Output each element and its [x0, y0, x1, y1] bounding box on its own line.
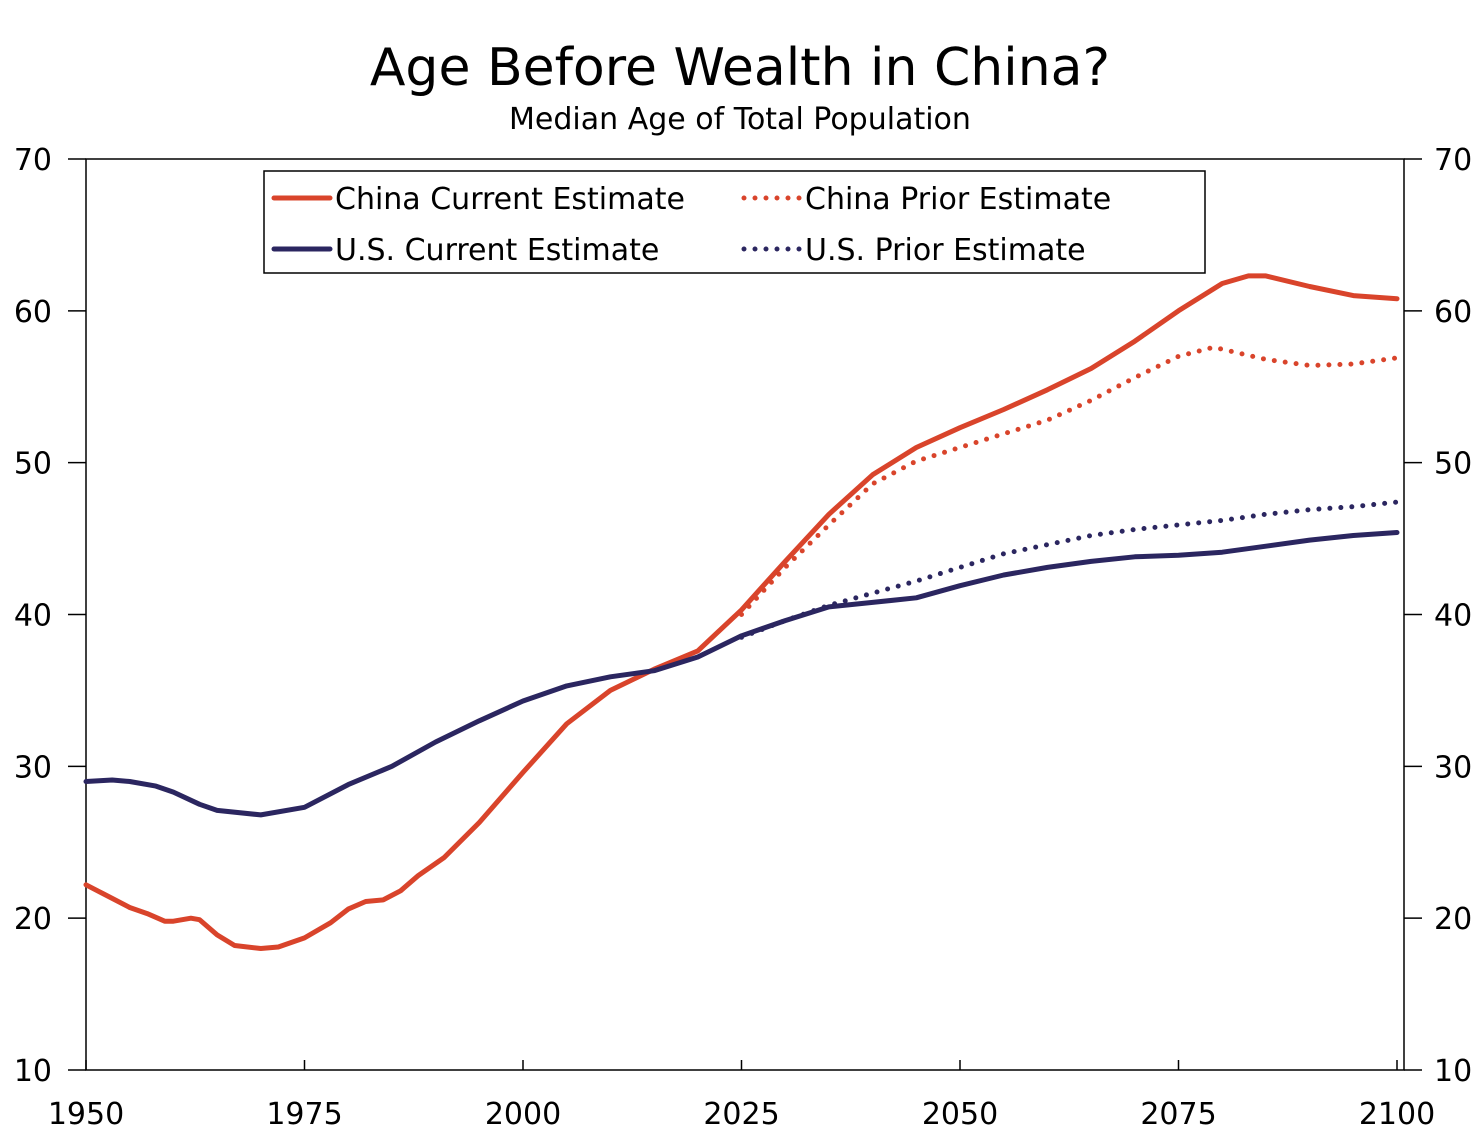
series-line-china-current-estimate	[83, 273, 1400, 951]
y-tick-label-left: 30	[14, 750, 52, 785]
x-tick-label: 2025	[703, 1097, 779, 1132]
y-tick-label-left: 50	[14, 447, 52, 482]
y-tick-label-right: 60	[1434, 295, 1472, 330]
x-tick-label: 2000	[485, 1097, 561, 1132]
series-line-china-prior-estimate	[739, 344, 1400, 617]
y-tick-label-right: 10	[1434, 1054, 1472, 1089]
y-tick-label-right: 40	[1434, 599, 1472, 634]
x-tick-label: 1975	[266, 1097, 342, 1132]
y-tick-label-right: 70	[1434, 143, 1472, 178]
y-tick-label-left: 20	[14, 902, 52, 937]
chart-subtitle: Median Age of Total Population	[509, 102, 971, 137]
x-tick-label: 2050	[922, 1097, 998, 1132]
legend-label: U.S. Prior Estimate	[805, 233, 1086, 268]
series-line-u-s-prior-estimate	[739, 499, 1400, 640]
y-tick-label-right: 30	[1434, 750, 1472, 785]
y-tick-label-left: 10	[14, 1054, 52, 1089]
legend: China Current Estimate China Prior Estima…	[263, 170, 1206, 274]
legend-label: China Prior Estimate	[805, 182, 1111, 217]
y-tick-label-left: 60	[14, 295, 52, 330]
x-tick-label: 1950	[48, 1097, 124, 1132]
y-tick-label-right: 20	[1434, 902, 1472, 937]
axes: 1950 1975 2000 2025 2050 2075 2100102030405060…	[14, 143, 1472, 1132]
series-lines	[83, 273, 1400, 951]
chart-title: Age Before Wealth in China?	[369, 38, 1111, 98]
y-tick-label-left: 70	[14, 143, 52, 178]
y-tick-label-left: 40	[14, 599, 52, 634]
legend-label: China Current Estimate	[335, 182, 685, 217]
series-line-u-s-current-estimate	[83, 530, 1400, 818]
x-tick-label: 2100	[1359, 1097, 1435, 1132]
legend-label: U.S. Current Estimate	[335, 233, 659, 268]
y-tick-label-right: 50	[1434, 447, 1472, 482]
x-tick-label: 2075	[1140, 1097, 1216, 1132]
legend-box	[263, 170, 1206, 274]
